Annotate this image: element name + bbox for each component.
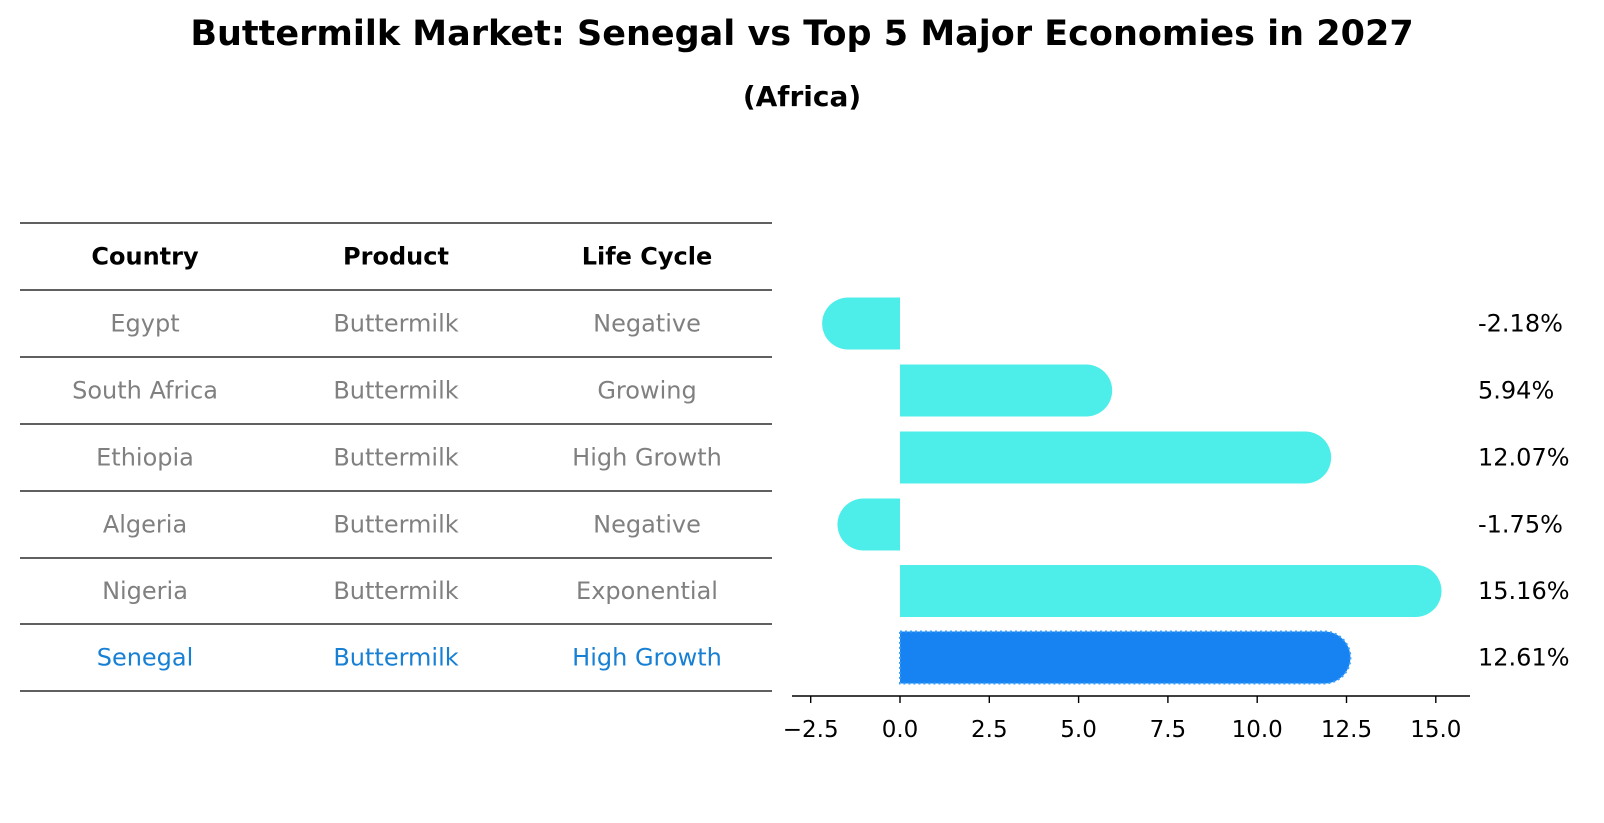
data-label-algeria: -1.75% [1478, 511, 1563, 539]
table-header-life-cycle: Life Cycle [582, 243, 713, 271]
bar-nigeria [900, 565, 1442, 617]
table-cell-product: Buttermilk [333, 511, 458, 539]
table-cell-country: Egypt [110, 310, 179, 338]
chart-subtitle: (Africa) [742, 80, 862, 113]
chart-title: Buttermilk Market: Senegal vs Top 5 Majo… [190, 14, 1414, 54]
table-cell-country: Algeria [103, 511, 187, 539]
data-label-egypt: -2.18% [1478, 310, 1563, 338]
x-tick-label: 7.5 [1150, 717, 1187, 743]
table-cell-life-cycle: Exponential [576, 577, 718, 605]
x-tick-label: −2.5 [783, 717, 839, 743]
table-cell-product: Buttermilk [333, 377, 458, 405]
data-label-ethiopia: 12.07% [1478, 444, 1570, 472]
table-cell-life-cycle: Negative [593, 511, 701, 539]
x-tick-label: 5.0 [1060, 717, 1097, 743]
data-label-senegal: 12.61% [1478, 644, 1570, 672]
table-cell-country: Nigeria [102, 577, 188, 605]
x-tick-label: 2.5 [971, 717, 1008, 743]
table-cell-country: Senegal [97, 644, 194, 672]
table-cell-life-cycle: Negative [593, 310, 701, 338]
table-header-product: Product [343, 243, 449, 271]
table-cell-country: South Africa [72, 377, 218, 405]
table-cell-product: Buttermilk [333, 310, 458, 338]
bar-algeria [837, 498, 900, 551]
table-cell-product: Buttermilk [333, 444, 458, 472]
bar-ethiopia [900, 431, 1332, 484]
table-cell-product: Buttermilk [333, 577, 458, 605]
table-header-country: Country [91, 243, 199, 271]
data-label-nigeria: 15.16% [1478, 577, 1570, 605]
bar-egypt [822, 297, 900, 350]
bar-south-africa [900, 364, 1113, 417]
bar-senegal [899, 630, 1352, 685]
x-tick-label: 10.0 [1232, 717, 1283, 743]
x-tick-label: 12.5 [1321, 717, 1372, 743]
table-cell-life-cycle: High Growth [572, 644, 722, 672]
table-cell-product: Buttermilk [333, 644, 458, 672]
data-label-south-africa: 5.94% [1478, 377, 1554, 405]
x-tick-label: 0.0 [882, 717, 919, 743]
table-cell-life-cycle: Growing [597, 377, 696, 405]
table-cell-life-cycle: High Growth [572, 444, 722, 472]
x-tick-label: 15.0 [1410, 717, 1461, 743]
table-cell-country: Ethiopia [96, 444, 194, 472]
